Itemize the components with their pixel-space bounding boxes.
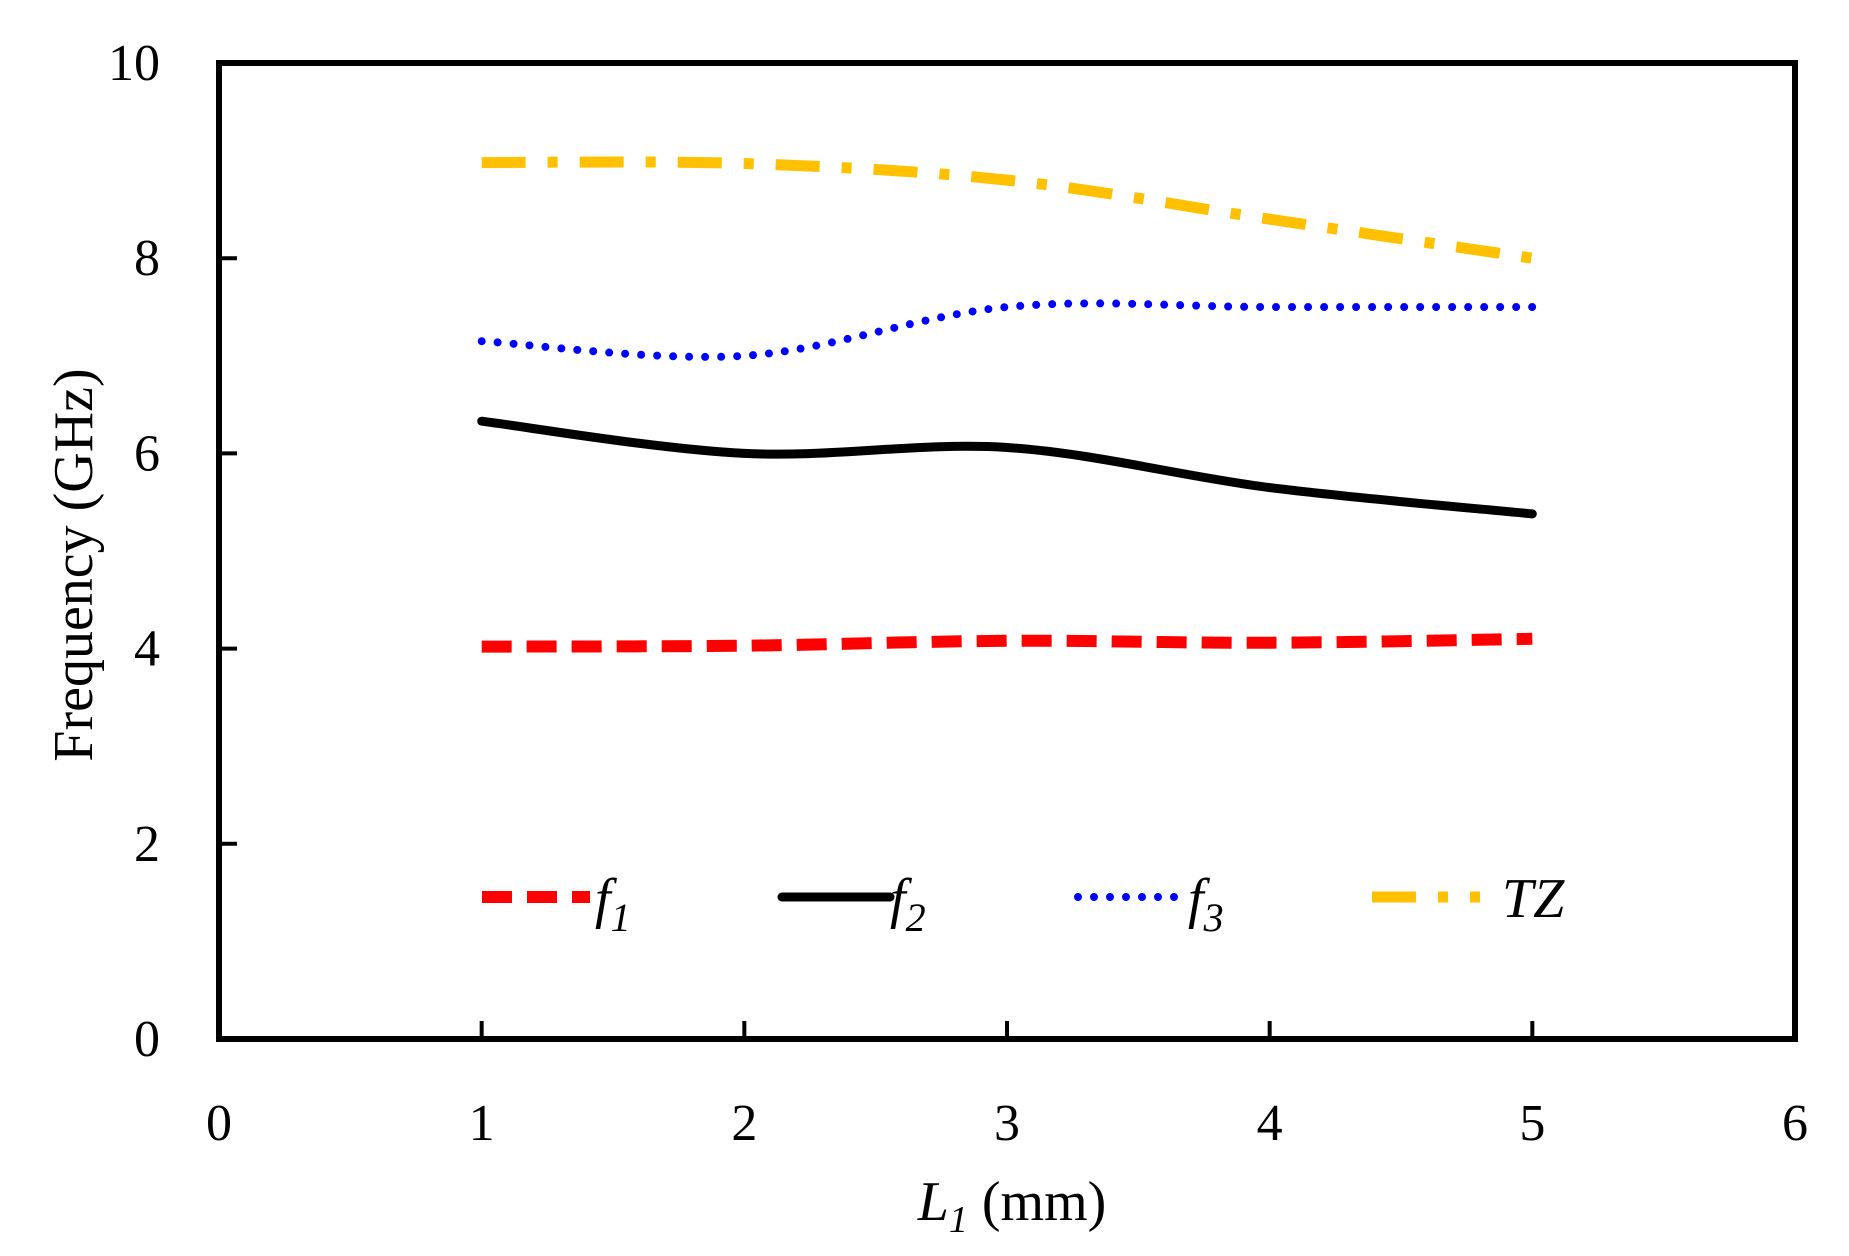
legend-item-f1: f1 <box>482 868 631 940</box>
x-axis-label-unit: (mm) <box>968 1171 1106 1233</box>
plot-frame <box>216 60 1798 1042</box>
x-tick-label: 0 <box>206 1095 232 1152</box>
tick-layer: 0 1 2 3 4 5 6 0 2 4 6 8 10 <box>108 35 1808 1152</box>
x-tick-label: 2 <box>731 1095 757 1152</box>
y-axis-title: Frequency (GHz) <box>43 368 105 761</box>
y-tick-label: 2 <box>134 816 160 873</box>
legend-label-f2: f2 <box>890 868 926 940</box>
legend-item-f2: f2 <box>777 868 926 940</box>
x-tick-label: 5 <box>1519 1095 1545 1152</box>
y-tick-label: 10 <box>108 35 160 92</box>
y-axis-label: Frequency (GHz) <box>43 368 105 761</box>
y-tick-label: 6 <box>134 425 160 482</box>
series-line-tz <box>481 156 1534 264</box>
legend-label-tz: TZ <box>1502 868 1565 930</box>
x-tick-label: 3 <box>994 1095 1020 1152</box>
series-line-f2 <box>477 416 1537 519</box>
x-axis-label-main: L <box>917 1171 949 1233</box>
legend-label-f3: f3 <box>1188 868 1224 940</box>
legend-label-f1: f1 <box>595 868 631 940</box>
x-axis-title: L1 (mm) <box>917 1171 1107 1241</box>
series-layer <box>477 156 1537 653</box>
y-tick-label: 4 <box>134 621 160 678</box>
y-tick-label: 0 <box>134 1011 160 1068</box>
x-axis-label: L1 (mm) <box>917 1171 1107 1241</box>
legend: f1 f2 f3 TZ <box>482 868 1565 940</box>
series-line-f1 <box>481 632 1533 653</box>
series-line-f3 <box>477 299 1537 361</box>
x-tick-label: 4 <box>1257 1095 1283 1152</box>
y-tick-label: 8 <box>134 230 160 287</box>
x-axis-label-sub: 1 <box>949 1199 968 1241</box>
x-tick-label: 1 <box>469 1095 495 1152</box>
legend-item-tz: TZ <box>1372 868 1565 930</box>
legend-item-f3: f3 <box>1074 868 1224 940</box>
x-tick-label: 6 <box>1782 1095 1808 1152</box>
